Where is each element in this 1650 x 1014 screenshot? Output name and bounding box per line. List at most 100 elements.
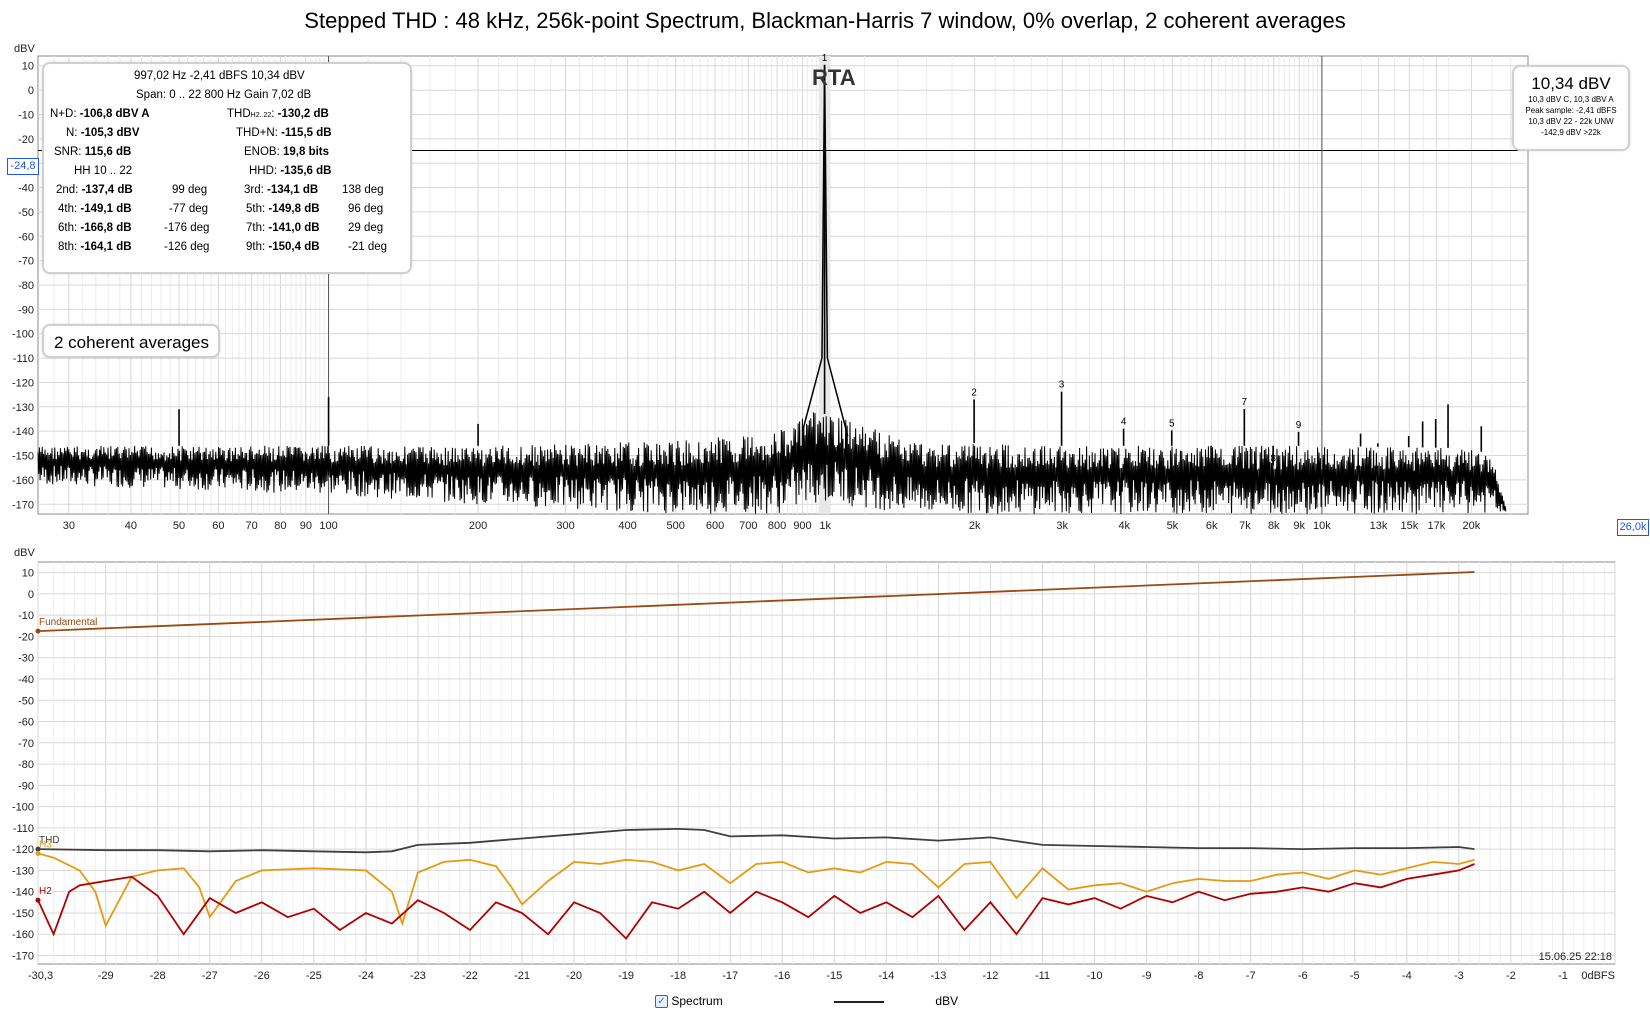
y-tick-label: -20 — [18, 134, 34, 146]
y-tick-label: -100 — [12, 329, 34, 341]
x-tick-label: -21 — [514, 970, 530, 982]
x-tick-label: 200 — [469, 520, 487, 532]
frequency-level-readout: 997,02 Hz -2,41 dBFS 10,34 dBV — [134, 70, 305, 82]
x-tick-label: -29 — [98, 970, 114, 982]
x-tick-label: 20k — [1463, 520, 1481, 532]
y-tick-label: 0 — [28, 85, 34, 97]
harmonic-4-label: 4th: — [58, 203, 78, 215]
x-tick-label: 30 — [63, 520, 75, 532]
x-tick-label: 700 — [739, 520, 757, 532]
series-start-marker — [35, 846, 41, 852]
legend-line-swatch — [834, 1000, 885, 1003]
x-tick-label: 100 — [319, 520, 337, 532]
thd-label: THD — [227, 108, 251, 120]
x-tick-label: 5k — [1167, 520, 1179, 532]
x-tick-label: 600 — [706, 520, 724, 532]
x-tick-label: -13 — [930, 970, 946, 982]
series-label-fundamental: Fundamental — [39, 617, 97, 628]
y-tick-label: -80 — [18, 280, 34, 292]
harmonic-5-value: -149,8 dB — [268, 203, 320, 215]
harmonic-6-label: 6th: — [58, 222, 78, 234]
harmonic-marker-label: 6 — [1208, 460, 1214, 471]
snr-label: SNR: — [54, 146, 82, 158]
y-tick-label: -30 — [18, 653, 34, 665]
x-tick-label: -11 — [1035, 970, 1050, 982]
level-peak-line: Peak sample: -2,41 dBFS — [1525, 106, 1617, 115]
x-tick-label: -19 — [618, 970, 634, 982]
stepped-thd-plot[interactable]: -30,3 -29 -28 -27 -26 -25 -24 -23 -22 -21 -20 -19 -1… — [12, 547, 1616, 982]
y-tick-label: -40 — [18, 183, 34, 195]
x-tick-label: -15 — [826, 970, 842, 982]
harmonic-marker-label: 4 — [1121, 417, 1127, 428]
measurement-stats-panel: 997,02 Hz -2,41 dBFS 10,34 dBV Span: 0 .… — [42, 62, 412, 274]
x-tick-label: -3 — [1454, 970, 1464, 982]
hhd-label: HHD: — [249, 165, 278, 177]
harmonic-3-label: 3rd: — [244, 184, 264, 196]
harmonic-8-label: 8th: — [58, 241, 78, 253]
harmonic-7-value: -141,0 dB — [268, 222, 320, 234]
x-tick-label: -5 — [1350, 970, 1360, 982]
series-start-marker — [35, 897, 41, 903]
harmonic-marker-label: 9 — [1296, 420, 1302, 431]
harmonic-marker-label: 3 — [1059, 380, 1065, 391]
y-tick-label: -80 — [18, 759, 34, 771]
y-cursor-readout[interactable]: -24,8 — [7, 158, 39, 175]
y-tick-label: -40 — [18, 674, 34, 686]
x-tick-label: 50 — [173, 520, 185, 532]
thd-plot-area — [37, 561, 1616, 965]
harmonic-3-phase: 138 deg — [342, 184, 384, 196]
y-tick-label: -120 — [12, 377, 34, 389]
x-tick-label: 15k — [1400, 520, 1418, 532]
span-gain-readout: Span: 0 .. 22 800 Hz Gain 7,02 dB — [136, 89, 312, 101]
y-tick-label: -50 — [18, 207, 34, 219]
harmonic-8-phase: -126 deg — [164, 241, 210, 253]
x-tick-label: -4 — [1402, 970, 1412, 982]
fundamental-skirt — [801, 64, 849, 437]
thdn-label: THD+N: — [236, 127, 278, 139]
x-tick-label: -23 — [410, 970, 426, 982]
x-cursor-readout[interactable]: 26,0k — [1617, 519, 1649, 536]
harmonic-4-value: -149,1 dB — [80, 203, 132, 215]
y-axis-label: dBV — [14, 43, 35, 55]
noise-label: N: — [66, 127, 78, 139]
x-tick-label: -6 — [1298, 970, 1308, 982]
noise-value: -105,3 dBV — [80, 127, 140, 139]
x-tick-label: 400 — [618, 520, 636, 532]
y-tick-label: -90 — [18, 304, 34, 316]
x-tick-label: -24 — [358, 970, 374, 982]
nd-label: N+D: — [50, 108, 77, 120]
harmonic-6-phase: -176 deg — [164, 222, 210, 234]
y-tick-label: 10 — [22, 568, 34, 580]
x-tick-label: 4k — [1118, 520, 1130, 532]
harmonic-marker-label: 8 — [1270, 453, 1276, 464]
y-tick-label: -160 — [12, 929, 34, 941]
hh-range-label: HH 10 .. 22 — [74, 165, 133, 177]
y-tick-label: -100 — [12, 802, 34, 814]
harmonic-9-value: -150,4 dB — [268, 241, 320, 253]
rta-label: RTA — [812, 65, 856, 90]
y-tick-label: -110 — [13, 823, 34, 835]
x-tick-label: 6k — [1206, 520, 1218, 532]
harmonic-marker-label: 5 — [1169, 418, 1175, 429]
x-tick-label: 10k — [1313, 520, 1331, 532]
harmonic-5-label: 5th: — [246, 203, 266, 215]
harmonic-2-phase: 99 deg — [172, 184, 208, 196]
x-tick-label: 60 — [212, 520, 224, 532]
harmonic-marker-label: 1 — [822, 53, 828, 64]
harmonic-7-label: 7th: — [246, 222, 266, 234]
y-tick-label: -160 — [12, 475, 34, 487]
harmonic-9-label: 9th: — [246, 241, 266, 253]
y-tick-label: -140 — [12, 426, 34, 438]
hhd-value: -135,6 dB — [280, 165, 332, 177]
x-tick-label: 17k — [1427, 520, 1445, 532]
x-tick-label: -10 — [1087, 970, 1103, 982]
level-weighted-line: 10,3 dBV C, 10,3 dBV A — [1528, 95, 1614, 104]
y-tick-label: -170 — [12, 950, 34, 962]
averages-badge: 2 coherent averages — [42, 324, 220, 358]
enob-label: ENOB: — [244, 146, 280, 158]
y-axis-label: dBV — [14, 547, 35, 559]
y-tick-label: -170 — [12, 499, 34, 511]
x-tick-label: -7 — [1246, 970, 1256, 982]
spectrum-checkbox[interactable]: ✓ — [655, 995, 668, 1009]
series-label-h2: H2 — [39, 886, 52, 897]
